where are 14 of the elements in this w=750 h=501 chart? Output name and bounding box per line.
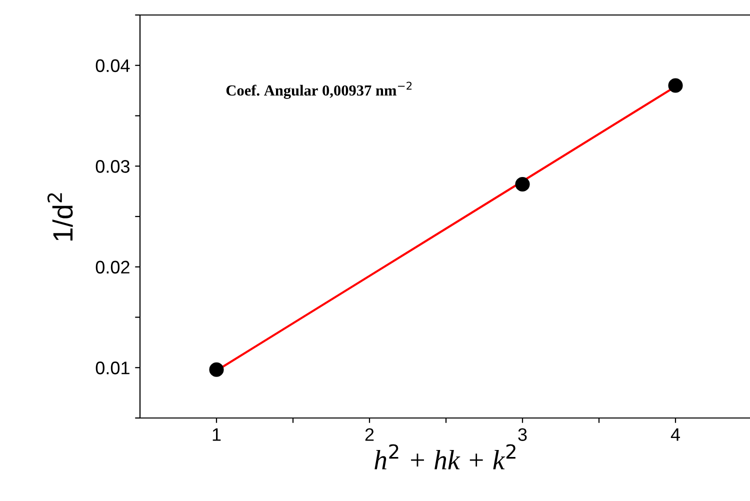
x-tick-label: 2	[365, 428, 374, 441]
point	[668, 78, 683, 93]
y-tick-label: 0.02	[96, 260, 130, 274]
annotation: Coef. Angular 0,00937 nm$^{−2}$	[226, 82, 412, 99]
x-tick-label: 1	[212, 428, 221, 441]
y-axis-title: 1/d$^{2}$	[47, 193, 73, 240]
x-tick-label: 3	[518, 428, 527, 441]
y-tick-label: 0.04	[96, 59, 130, 72]
x-tick-label: 4	[670, 428, 680, 441]
y-tick-label: 0.01	[96, 362, 130, 374]
point	[515, 176, 530, 192]
x-axis-title: h$^{2}$ + hk + k$^{2}$	[374, 444, 516, 470]
y-tick-label: 0.03	[96, 160, 130, 173]
point	[209, 362, 224, 377]
